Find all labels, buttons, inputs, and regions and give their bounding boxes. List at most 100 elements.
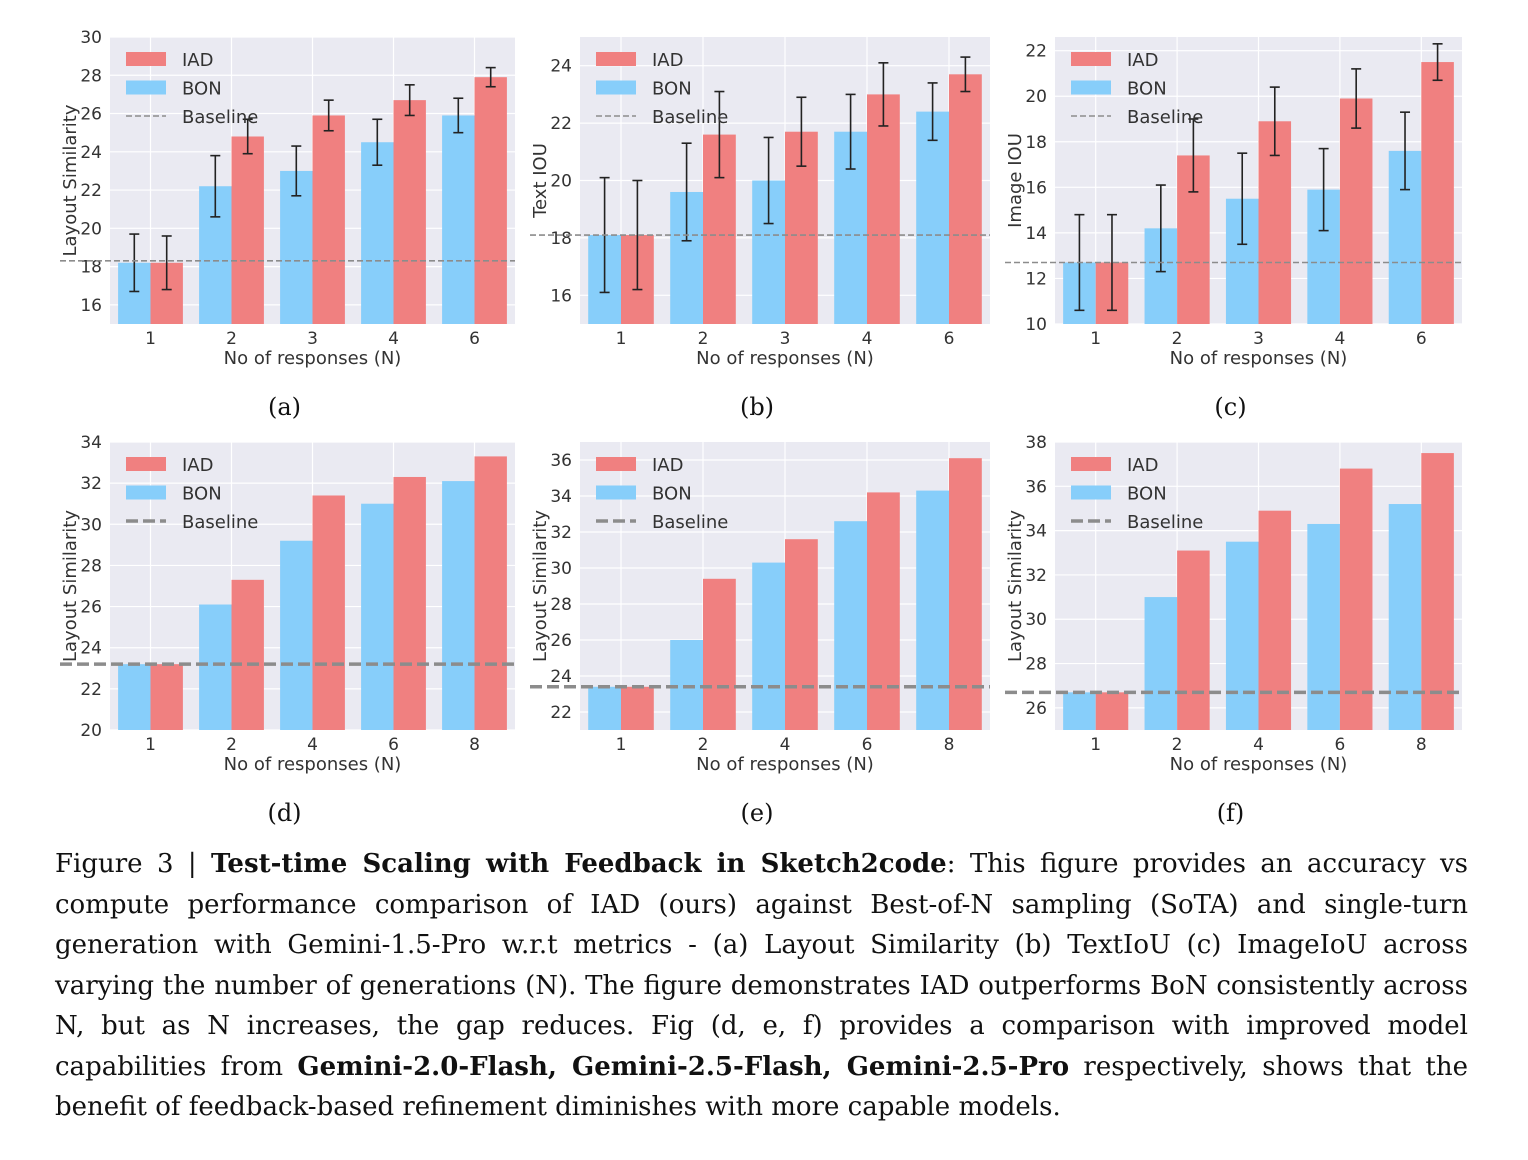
y-axis-label: Text IOU (530, 143, 551, 219)
caption-prefix: Figure 3 | (55, 849, 212, 879)
legend-swatch-iad (596, 457, 636, 471)
bar-bon (588, 686, 621, 730)
y-axis-label: Layout Similarity (60, 104, 81, 256)
panel-label: (d) (267, 799, 301, 827)
legend-label: IAD (1127, 50, 1158, 71)
y-tick-label: 32 (550, 523, 572, 543)
x-tick-label: 8 (1416, 735, 1427, 755)
panel-label: (b) (740, 393, 774, 421)
bar-iad (231, 579, 264, 730)
y-tick-label: 34 (80, 433, 102, 453)
bar-iad (949, 74, 982, 324)
legend-swatch-bon (1071, 485, 1111, 500)
legend-label: IAD (1127, 455, 1158, 476)
y-tick-label: 26 (80, 598, 102, 618)
bar-iad (150, 664, 183, 730)
y-tick-label: 24 (80, 639, 102, 659)
bar-bon (1063, 692, 1096, 730)
legend-swatch-bon (126, 485, 166, 500)
y-tick-label: 36 (1025, 477, 1047, 497)
bar-bon (280, 540, 313, 730)
legend-label: IAD (652, 50, 683, 71)
x-tick-label: 6 (388, 735, 399, 755)
x-tick-label: 3 (780, 329, 791, 349)
x-tick-label: 2 (1172, 329, 1183, 349)
x-tick-label: 2 (1172, 735, 1183, 755)
y-tick-label: 26 (80, 105, 102, 125)
legend-swatch-iad (1071, 457, 1111, 471)
y-tick-label: 30 (550, 559, 572, 579)
legend-label: Baseline (652, 107, 728, 128)
x-axis-label: No of responses (N) (224, 754, 402, 775)
legend-label: BON (1127, 79, 1167, 100)
bar-iad (867, 492, 900, 730)
y-tick-label: 10 (1025, 315, 1047, 335)
legend-label: Baseline (652, 512, 728, 533)
y-tick-label: 24 (550, 667, 572, 687)
legend-label: Baseline (1127, 107, 1203, 128)
x-tick-label: 6 (1416, 329, 1427, 349)
bar-bon (834, 521, 867, 730)
x-tick-label: 2 (226, 329, 237, 349)
y-tick-label: 28 (80, 66, 102, 86)
x-tick-label: 1 (145, 735, 156, 755)
bar-bon (752, 562, 785, 730)
bar-iad (393, 100, 426, 324)
y-tick-label: 18 (550, 229, 572, 249)
y-tick-label: 34 (550, 487, 572, 507)
y-tick-label: 22 (80, 680, 102, 700)
y-tick-label: 20 (1025, 87, 1047, 107)
y-tick-label: 16 (550, 286, 572, 306)
x-tick-label: 2 (698, 735, 709, 755)
y-tick-label: 18 (1025, 133, 1047, 153)
bar-bon (118, 664, 151, 730)
x-axis-label: No of responses (N) (1170, 754, 1348, 775)
y-tick-label: 32 (1025, 566, 1047, 586)
x-tick-label: 1 (616, 735, 627, 755)
y-tick-label: 36 (550, 451, 572, 471)
x-tick-label: 4 (780, 735, 791, 755)
y-tick-label: 30 (1025, 610, 1047, 630)
bar-iad (393, 476, 426, 730)
bar-bon (361, 503, 394, 730)
bar-iad (312, 495, 345, 730)
legend-swatch-bon (596, 80, 636, 95)
x-axis-label: No of responses (N) (696, 348, 874, 369)
x-tick-label: 1 (616, 329, 627, 349)
legend-swatch-iad (126, 457, 166, 471)
x-tick-label: 4 (307, 735, 318, 755)
bar-bon (916, 490, 949, 730)
bar-iad (474, 456, 507, 730)
bar-bon (442, 115, 475, 325)
y-tick-label: 32 (80, 474, 102, 494)
bar-iad (1258, 510, 1292, 730)
x-tick-label: 1 (1090, 735, 1101, 755)
legend-label: BON (182, 484, 222, 505)
y-axis-label: Layout Similarity (1005, 510, 1026, 662)
bar-bon (1307, 523, 1340, 730)
y-tick-label: 16 (1025, 178, 1047, 198)
figure-caption: Figure 3 | Test-time Scaling with Feedba… (55, 844, 1468, 1128)
bar-bon (1144, 597, 1178, 730)
x-tick-label: 4 (862, 329, 873, 349)
y-tick-label: 20 (80, 219, 102, 239)
y-tick-label: 16 (80, 296, 102, 316)
y-tick-label: 12 (1025, 269, 1047, 289)
legend-swatch-iad (126, 52, 166, 66)
y-tick-label: 22 (550, 703, 572, 723)
x-tick-label: 6 (944, 329, 955, 349)
caption-models: Gemini-2.0-Flash, Gemini-2.5-Flash, Gemi… (297, 1051, 1070, 1082)
bar-iad (1177, 550, 1210, 730)
bar-bon (361, 142, 394, 324)
y-axis-label: Image IOU (1005, 133, 1026, 228)
caption-text-2: respectively, shows that the benefit of … (55, 1051, 1468, 1123)
panel-label: (f) (1217, 799, 1245, 827)
bar-bon (916, 111, 949, 325)
legend-label: BON (652, 79, 692, 100)
x-axis-label: No of responses (N) (696, 754, 874, 775)
legend-swatch-bon (1071, 80, 1111, 95)
chart-panel-0: 16 18 20 22 24 26 28 30 1 2 3 4 6 IAD BON Baseline No of… (60, 28, 515, 421)
bar-bon (1388, 504, 1422, 730)
